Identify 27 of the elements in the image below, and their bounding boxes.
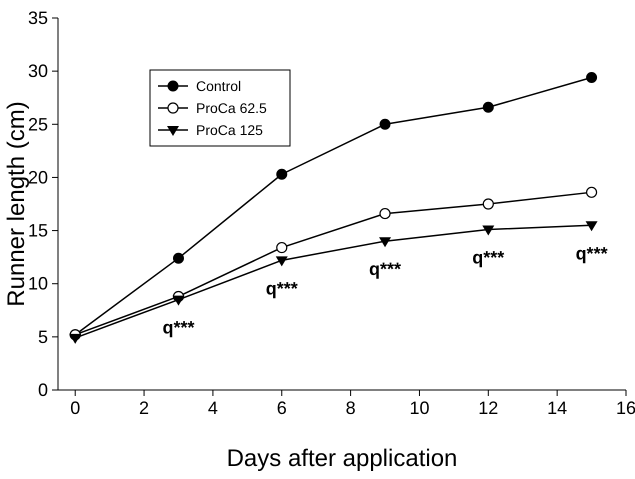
x-tick-label: 0 bbox=[70, 398, 80, 418]
x-tick-label: 6 bbox=[276, 398, 287, 418]
y-tick-label: 25 bbox=[28, 114, 48, 134]
y-tick-label: 15 bbox=[28, 220, 48, 241]
legend-label: ProCa 62.5 bbox=[196, 100, 268, 116]
y-axis-title: Runner length (cm) bbox=[3, 101, 30, 307]
x-tick-label: 10 bbox=[409, 398, 430, 418]
legend-label: ProCa 125 bbox=[196, 122, 264, 138]
annotation: q*** bbox=[369, 259, 402, 280]
x-tick-label: 2 bbox=[139, 398, 150, 418]
y-tick-label: 5 bbox=[38, 326, 48, 347]
annotation: q*** bbox=[162, 318, 194, 338]
x-axis-title: Days after application bbox=[226, 445, 458, 472]
x-tick-label: 16 bbox=[616, 398, 635, 418]
x-tick-label: 14 bbox=[547, 398, 568, 418]
legend-label: Control bbox=[196, 78, 242, 94]
y-tick-label: 35 bbox=[28, 8, 48, 28]
y-tick-label: 10 bbox=[28, 274, 48, 294]
x-tick-label: 12 bbox=[478, 398, 498, 418]
annotation: q*** bbox=[576, 243, 608, 264]
x-tick-label: 4 bbox=[208, 398, 218, 418]
annotation: q*** bbox=[472, 248, 504, 268]
x-tick-label: 8 bbox=[346, 398, 356, 418]
y-tick-label: 20 bbox=[28, 167, 48, 188]
annotation: q*** bbox=[266, 278, 298, 298]
y-tick-label: 30 bbox=[28, 61, 48, 82]
y-tick-label: 0 bbox=[38, 380, 48, 400]
